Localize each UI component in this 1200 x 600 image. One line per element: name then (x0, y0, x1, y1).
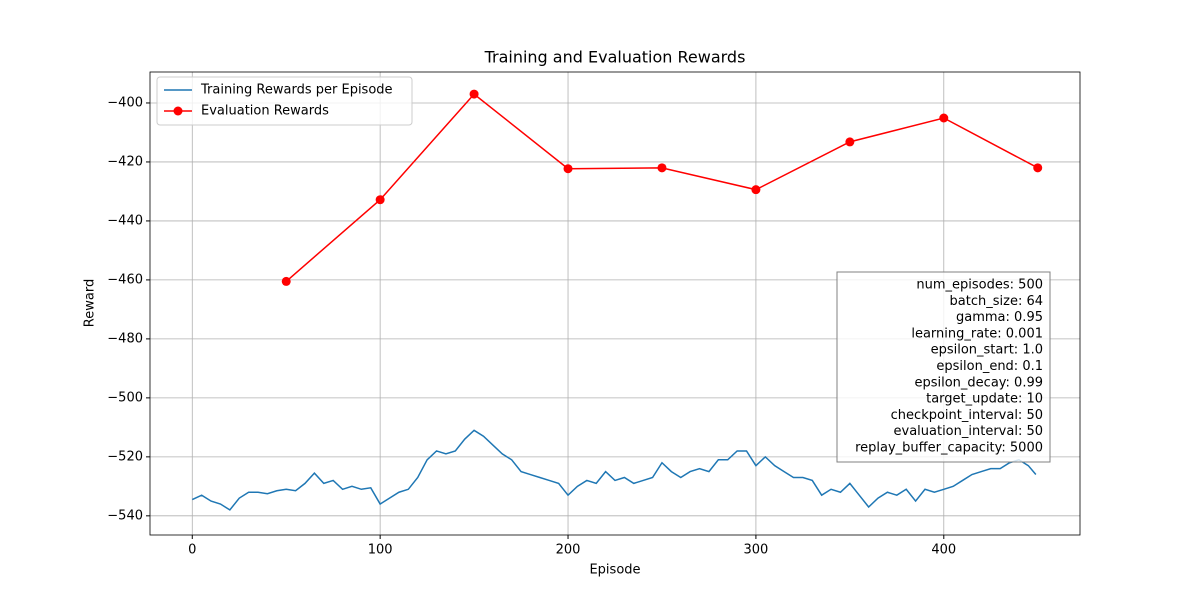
chart-title: Training and Evaluation Rewards (484, 48, 746, 67)
marker (469, 89, 479, 99)
annotation-line: checkpoint_interval: 50 (891, 408, 1043, 423)
annotation-line: learning_rate: 0.001 (911, 326, 1043, 341)
y-axis-label: Reward (83, 279, 98, 327)
y-tick-label: −540 (107, 508, 143, 523)
legend-label: Training Rewards per Episode (200, 83, 393, 98)
marker (563, 164, 573, 174)
marker (939, 113, 949, 123)
x-tick-label: 300 (743, 543, 768, 558)
x-axis-label: Episode (589, 563, 640, 578)
y-tick-label: −420 (107, 154, 143, 169)
annotation-line: batch_size: 64 (950, 294, 1043, 309)
x-tick-label: 100 (368, 543, 393, 558)
annotation-line: num_episodes: 500 (916, 278, 1043, 293)
annotation-line: gamma: 0.95 (956, 310, 1043, 325)
marker (281, 276, 291, 286)
x-tick-label: 0 (188, 543, 196, 558)
marker (1033, 163, 1043, 173)
annotation-line: epsilon_end: 0.1 (936, 359, 1043, 374)
x-tick-label: 400 (931, 543, 956, 558)
y-tick-label: −520 (107, 449, 143, 464)
line (191, 429, 1037, 511)
x-tick-label: 200 (556, 543, 581, 558)
y-tick-label: −480 (107, 331, 143, 346)
plot-frame (149, 71, 1081, 536)
legend-marker (173, 106, 183, 116)
y-tick-label: −460 (107, 272, 143, 287)
y-tick-label: −400 (107, 95, 143, 110)
legend-label: Evaluation Rewards (201, 104, 329, 119)
annotation-line: evaluation_interval: 50 (894, 424, 1044, 439)
annotation-line: epsilon_start: 1.0 (931, 343, 1043, 358)
marker (751, 185, 761, 195)
legend-frame (156, 76, 413, 126)
marker (657, 163, 667, 173)
marker (375, 195, 385, 205)
legend: Training Rewards per Episode Evaluation R… (156, 76, 413, 126)
marker (845, 137, 855, 147)
annotation-line: target_update: 10 (926, 392, 1043, 407)
y-tick-label: −440 (107, 213, 143, 228)
y-tick-label: −500 (107, 390, 143, 405)
annotation-line: replay_buffer_capacity: 5000 (855, 441, 1043, 456)
annotation-line: epsilon_decay: 0.99 (914, 375, 1043, 390)
annotation-frame (836, 271, 1051, 463)
